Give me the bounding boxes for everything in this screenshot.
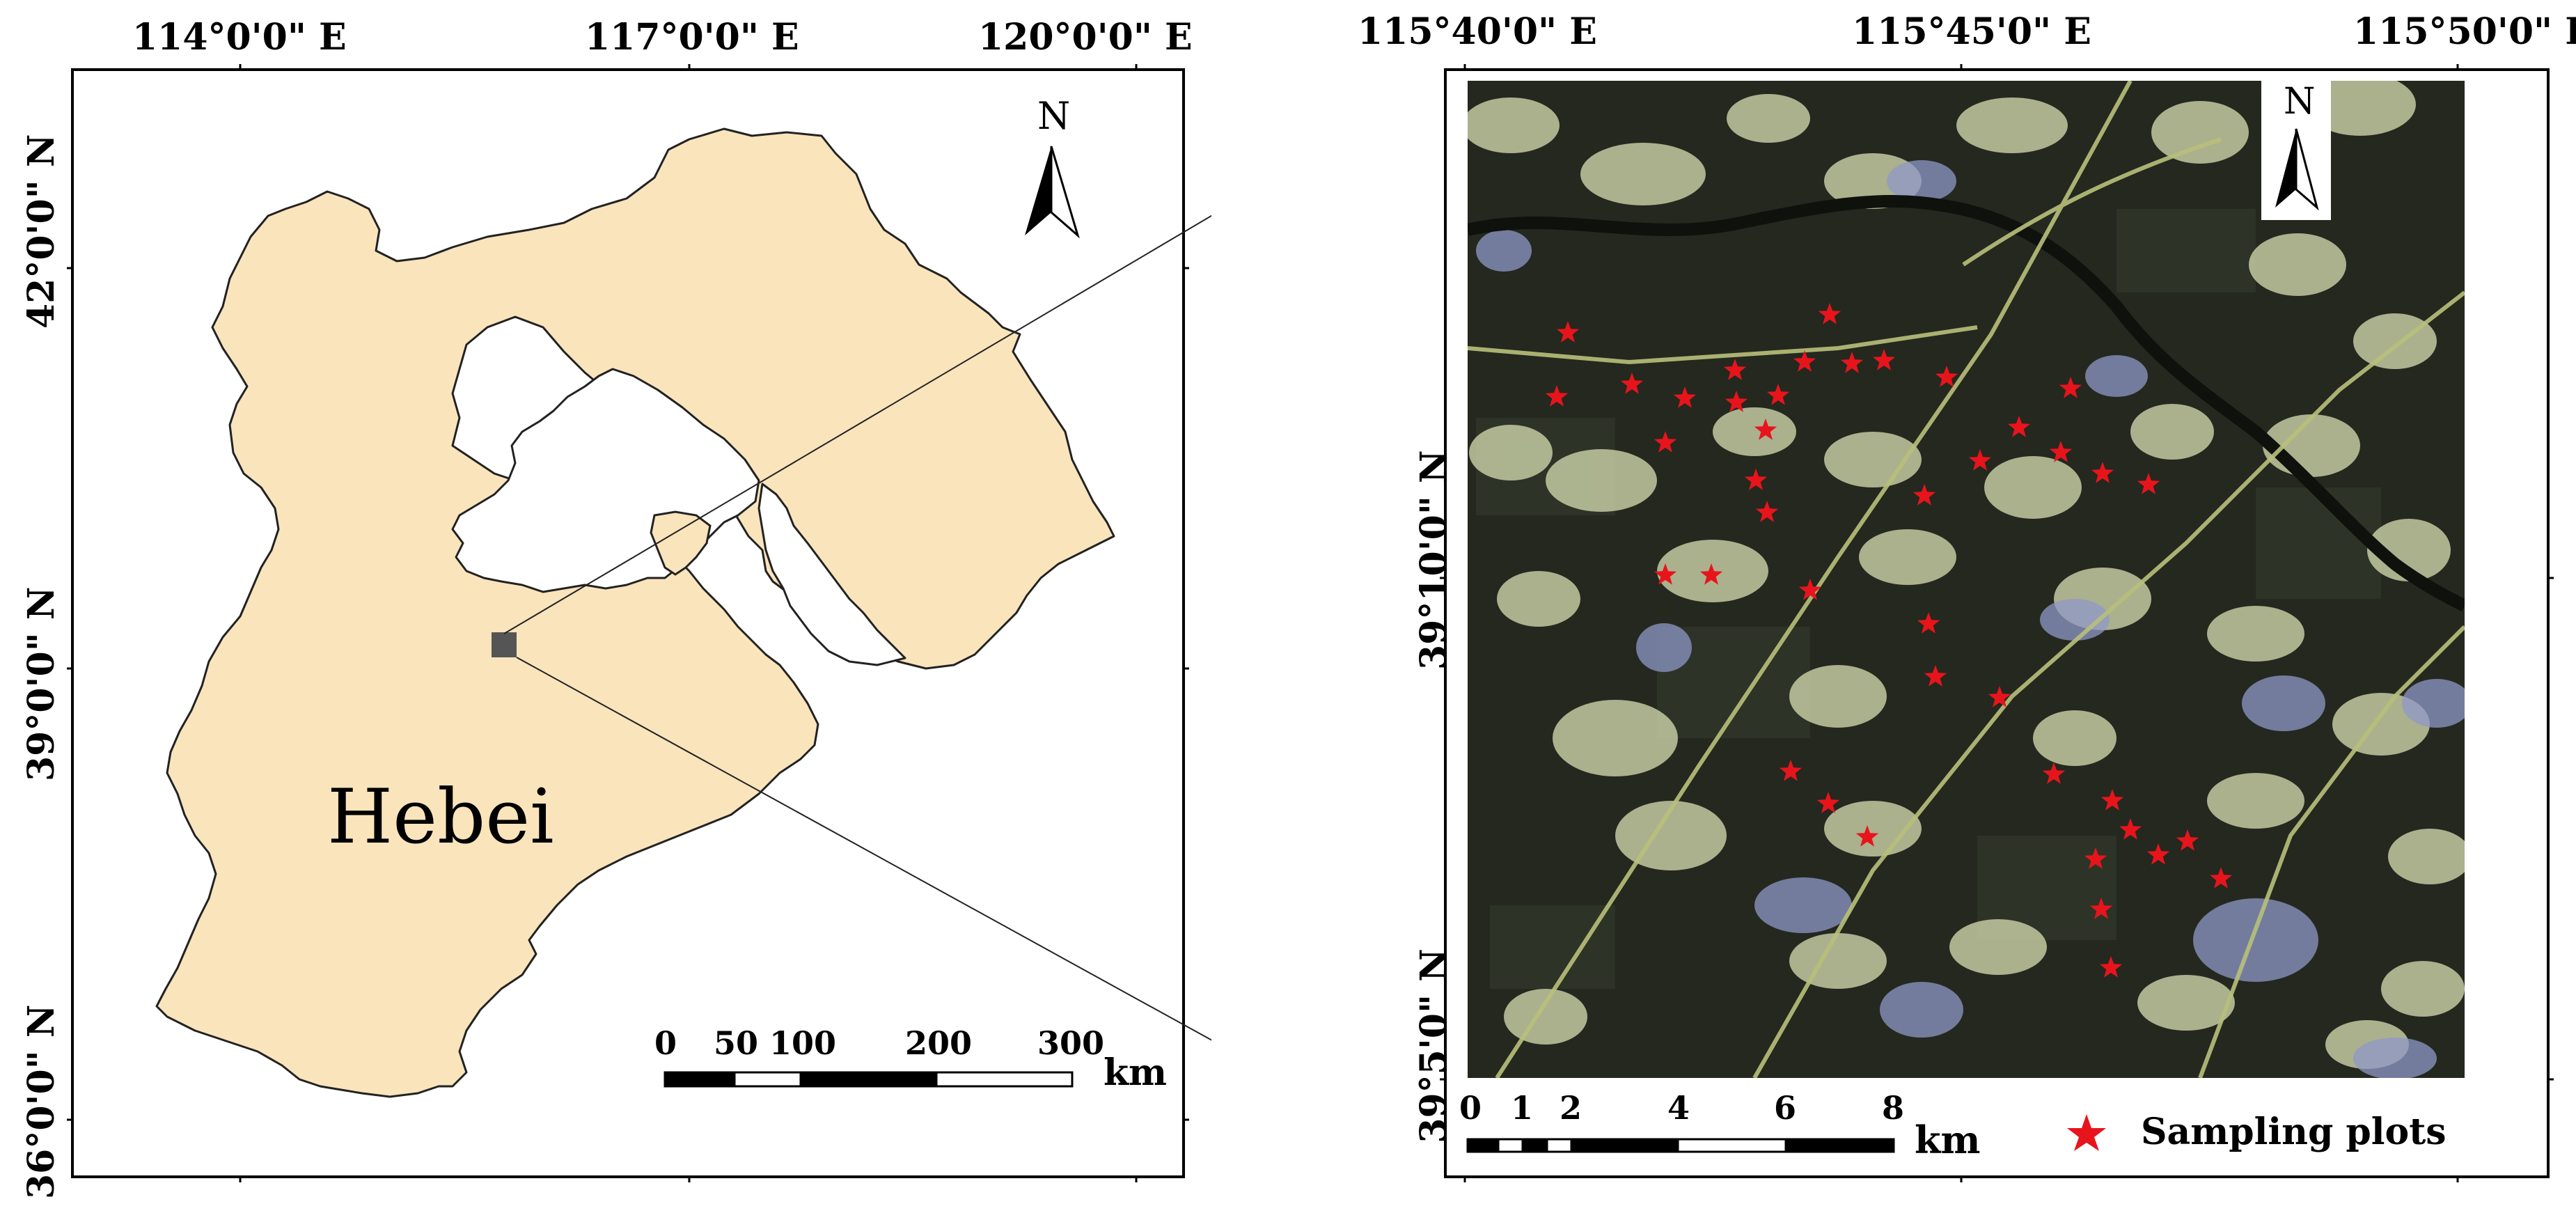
sampling-plot-star [1754,419,1777,440]
right-lon-label-2: 115°45'0" E [1852,10,2091,53]
left-north-label: N [1037,94,1071,138]
left-map-frame [71,68,1185,1178]
sampling-plot-star [2119,818,2142,840]
left-scale-label-0: 0 [654,1024,677,1062]
sampling-plot-star [2084,847,2107,869]
tianjin-hole [757,483,906,666]
right-map-ticks [1440,64,2554,1182]
right-map-panel: 115°40'0" E 115°45'0" E 115°50'0" E 39°1… [1211,0,2576,1220]
left-scale-label-200: 200 [905,1024,973,1062]
sampling-plot-star [1917,612,1940,634]
river [1468,195,2465,612]
right-scale-label-8: 8 [1882,1089,1905,1127]
sampling-plot-star [1673,386,1697,408]
sampling-plot-star [2007,416,2031,437]
left-lon-label-3: 120°0'0" E [978,16,1193,58]
sampling-plot-star [2146,843,2170,865]
left-lon-label-2: 117°0'0" E [585,16,799,58]
hebei-label: Hebei [327,774,554,861]
legend-label: Sampling plots [2141,1111,2447,1153]
left-lon-label-1: 114°0'0" E [132,16,347,58]
sampling-plot-star [1913,484,1936,506]
sampling-plot-star [1766,384,1790,405]
right-scale-label-2: 2 [1560,1089,1582,1127]
sampling-plot-star [2176,829,2199,851]
left-north-arrow-icon [1025,146,1080,239]
sampling-plot-star [2089,898,2113,919]
hebei-province-shape [155,127,1115,1098]
sampling-plot-star [2100,789,2124,811]
sampling-plot-star [1968,449,1992,471]
sampling-plot-star [1988,686,2011,707]
left-scale-unit: km [1104,1051,1168,1094]
left-map-panel: 114°0'0" E 117°0'0" E 120°0'0" E 42°0'0"… [0,0,1211,1220]
sampling-plot-star [1924,665,1947,687]
right-scale-unit: km [1915,1118,1981,1162]
sampling-plot-star [1725,391,1748,412]
right-scale-label-1: 1 [1511,1089,1534,1127]
sampling-plot-star [1872,349,1896,370]
right-north-label: N [2284,81,2316,123]
sampling-plot-star [1620,373,1644,394]
right-north-arrow-icon [2261,81,2331,220]
legend-star-icon [2067,1114,2106,1151]
left-map-ticks [67,64,1189,1182]
sampling-plot-star [1723,359,1747,380]
sampling-plot-star [2209,867,2233,889]
right-scale-label-0: 0 [1459,1089,1482,1127]
sampling-plot-star [1545,385,1569,407]
sampling-plot-star [1654,431,1677,453]
sampling-plot-star [1556,321,1580,343]
sampling-plot-star [1840,352,1864,373]
sanhe-enclave [650,510,712,576]
sampling-plot-star [1779,760,1803,781]
sampling-plot-star [1935,366,1958,387]
left-scale-label-100: 100 [769,1024,837,1062]
sampling-plot-star [1818,303,1841,324]
sampling-plot-star [2059,377,2082,398]
right-scale-label-4: 4 [1667,1089,1690,1127]
sampling-plot-star [1798,579,1822,600]
sampling-plot-star [1744,469,1768,490]
right-map-svg [1440,64,2554,1182]
right-lon-label-3: 115°50'0" E [2353,10,2576,53]
sampling-plot-star [2137,473,2160,494]
study-area-marker [492,632,517,657]
sampling-plot-star [1755,501,1779,522]
sampling-plot-star [1793,350,1816,372]
sampling-plot-star [1816,792,1840,813]
left-map-svg [67,64,1211,1182]
sampling-plot-star [1654,563,1677,585]
sampling-plot-star [1855,825,1879,847]
right-lon-label-1: 115°40'0" E [1358,10,1597,53]
sampling-plot-star [2099,956,2123,978]
right-scale-label-6: 6 [1774,1089,1797,1127]
zoom-line-top [503,214,1211,634]
zoom-line-bottom [516,657,1211,1041]
left-scale-label-50: 50 [714,1024,759,1062]
left-scale-label-300: 300 [1037,1024,1105,1062]
sampling-plot-stars [1545,303,2233,978]
sampling-plot-star [1699,563,1723,585]
satellite-image [1468,81,2465,1078]
sampling-plot-star [2049,441,2073,462]
left-scale-bar [663,1071,1074,1088]
sampling-plot-star [2091,462,2114,483]
right-scale-bar [1466,1138,1895,1153]
sampling-plot-star [2042,762,2066,784]
right-map-frame [1444,68,2550,1178]
